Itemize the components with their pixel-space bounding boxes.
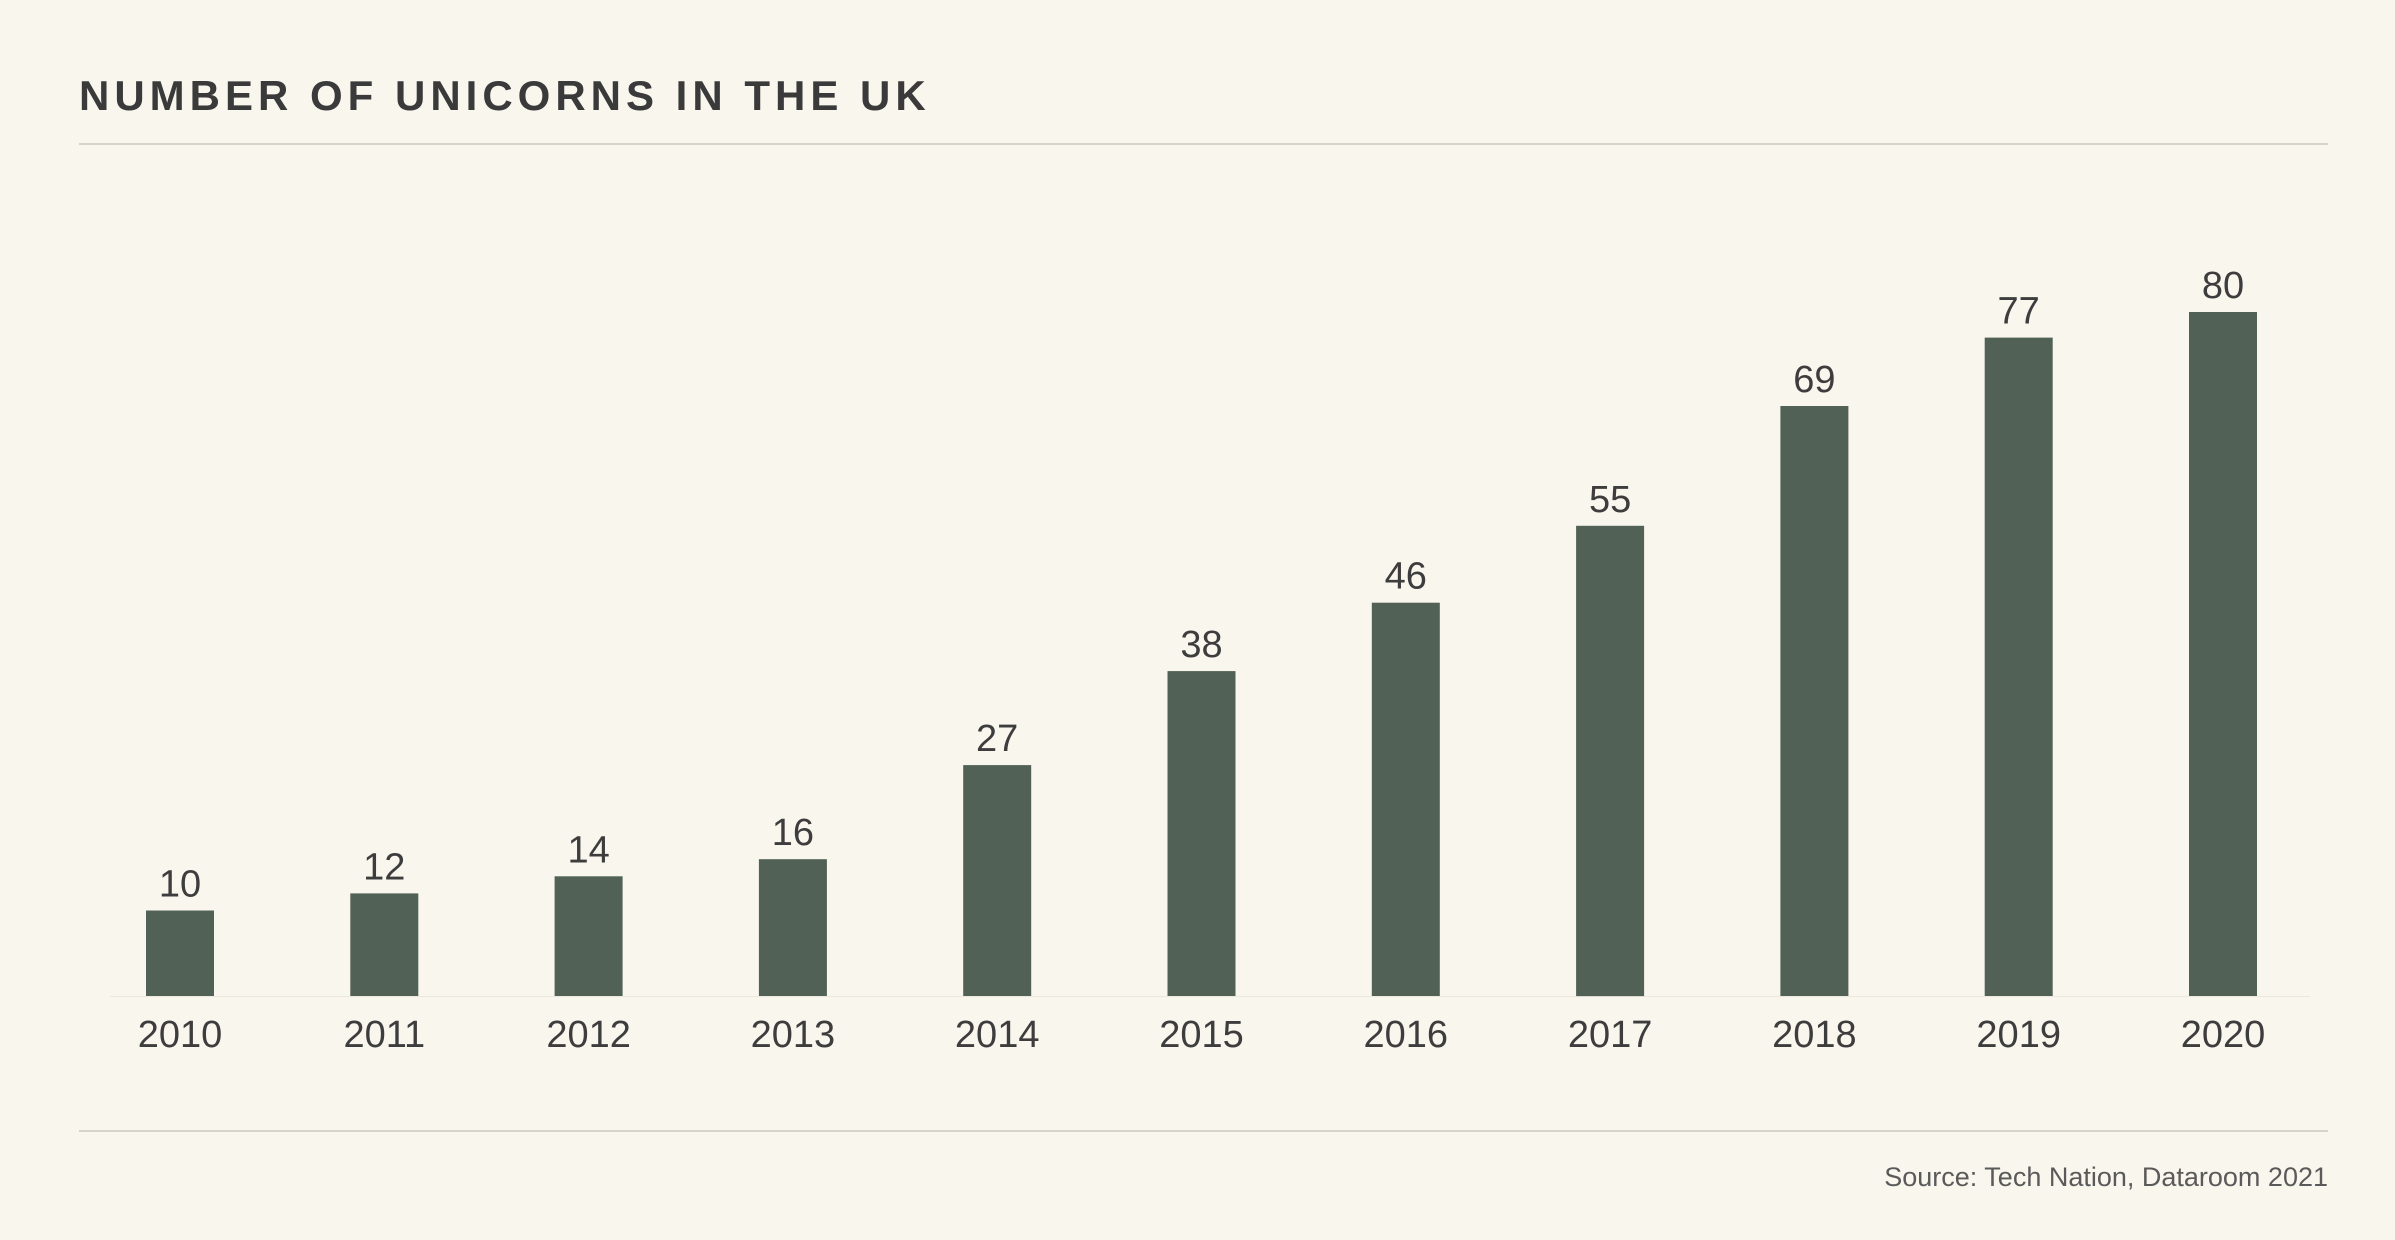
x-tick-label-2020: 2020	[2181, 1014, 2266, 1056]
bar-2013	[758, 859, 827, 996]
bar-2014	[963, 765, 1032, 996]
bar-2020	[2189, 312, 2257, 996]
bar-2015	[1167, 671, 1236, 996]
x-tick-label-2012: 2012	[546, 1014, 631, 1056]
x-tick-label-2014: 2014	[955, 1014, 1040, 1056]
x-tick-label-2018: 2018	[1772, 1014, 1857, 1056]
title-divider	[79, 143, 2328, 145]
data-label-2020: 80	[2202, 265, 2244, 307]
bar-2019	[1984, 337, 2053, 997]
x-tick-label-2019: 2019	[1976, 1014, 2061, 1056]
footer-divider	[79, 1130, 2328, 1132]
data-label-2017: 55	[1589, 479, 1631, 521]
x-tick-label-2010: 2010	[138, 1014, 223, 1056]
bar-2017	[1576, 525, 1645, 997]
data-label-2013: 16	[772, 812, 814, 854]
data-label-2014: 27	[976, 718, 1018, 760]
data-label-2018: 69	[1793, 359, 1835, 401]
source-note: Source: Tech Nation, Dataroom 2021	[1884, 1162, 2328, 1192]
x-tick-label-2013: 2013	[751, 1014, 836, 1056]
data-label-2010: 10	[159, 864, 201, 906]
data-label-2012: 14	[567, 829, 609, 871]
x-tick-label-2016: 2016	[1364, 1014, 1449, 1056]
data-label-2016: 46	[1385, 556, 1427, 598]
x-tick-label-2011: 2011	[343, 1014, 425, 1056]
bar-2012	[554, 876, 623, 996]
data-label-2015: 38	[1180, 624, 1222, 666]
bar-2018	[1780, 406, 1849, 996]
x-tick-label-2017: 2017	[1568, 1014, 1653, 1056]
bar-2016	[1371, 602, 1440, 996]
x-tick-label-2015: 2015	[1159, 1014, 1244, 1056]
data-label-2019: 77	[1998, 291, 2040, 333]
bar-2010	[146, 910, 214, 996]
data-label-2011: 12	[363, 846, 405, 888]
chart-title: NUMBER OF UNICORNS IN THE UK	[79, 72, 931, 119]
bar-2011	[350, 893, 419, 996]
